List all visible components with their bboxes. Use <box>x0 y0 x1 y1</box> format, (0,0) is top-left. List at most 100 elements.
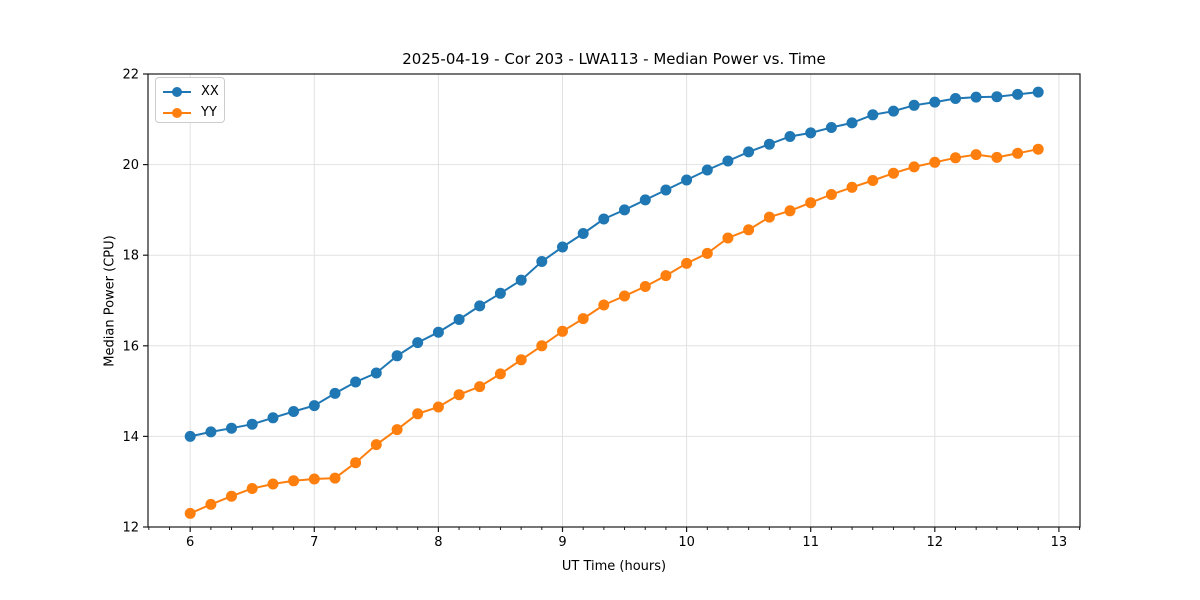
data-point-marker <box>370 367 382 379</box>
data-point-marker <box>474 300 486 312</box>
x-tick-label: 12 <box>927 535 944 550</box>
series-xx <box>184 86 1044 442</box>
data-point-marker <box>763 211 775 223</box>
data-point-marker <box>619 204 630 216</box>
data-point-marker <box>681 174 693 186</box>
chart-title: 2025-04-19 - Cor 203 - LWA113 - Median P… <box>402 50 826 68</box>
series-yy <box>184 143 1044 519</box>
data-point-marker <box>184 507 196 519</box>
data-point-marker <box>288 475 300 487</box>
data-point-marker <box>391 350 403 362</box>
y-tick-label: 18 <box>122 249 139 264</box>
data-point-marker <box>970 149 982 161</box>
data-point-marker <box>494 287 506 299</box>
data-point-marker <box>991 151 1003 163</box>
data-point-marker <box>763 138 775 150</box>
data-point-marker <box>722 155 734 167</box>
data-point-marker <box>598 299 610 311</box>
data-point-marker <box>1012 147 1024 159</box>
y-axis-label: Median Power (CPU) <box>102 235 118 367</box>
x-tick-label: 13 <box>1051 535 1068 550</box>
data-point-marker <box>867 109 879 121</box>
data-point-marker <box>1032 86 1044 98</box>
data-point-marker <box>515 274 527 286</box>
data-point-marker <box>660 270 672 282</box>
data-point-marker <box>825 122 837 133</box>
data-point-marker <box>701 247 713 259</box>
data-point-marker <box>536 256 548 267</box>
data-point-marker <box>805 127 817 139</box>
data-point-marker <box>494 368 506 380</box>
data-point-marker <box>288 406 300 417</box>
data-point-marker <box>784 131 796 142</box>
data-point-marker <box>329 387 341 399</box>
data-point-marker <box>205 426 217 438</box>
data-point-marker <box>184 430 196 442</box>
legend-label-yy: YY <box>201 104 217 120</box>
data-point-marker <box>867 175 879 186</box>
data-point-marker <box>888 105 899 117</box>
legend-item-xx: XX <box>162 81 224 102</box>
data-point-marker <box>536 340 548 352</box>
data-point-marker <box>929 156 941 168</box>
data-point-marker <box>370 439 382 451</box>
data-point-marker <box>929 96 941 108</box>
data-point-marker <box>412 337 424 349</box>
data-point-marker <box>908 161 920 173</box>
x-axis-label: UT Time (hours) <box>561 559 667 574</box>
data-point-marker <box>598 213 610 225</box>
legend-item-yy: YY <box>162 102 224 123</box>
y-tick-label: 14 <box>122 430 139 445</box>
x-tick-label: 7 <box>310 535 318 550</box>
y-tick-label: 16 <box>122 339 139 354</box>
x-tick-label: 8 <box>434 535 442 550</box>
data-point-marker <box>950 93 961 104</box>
data-point-marker <box>970 91 982 103</box>
x-tick-label: 11 <box>802 535 819 550</box>
x-tick-label: 9 <box>558 535 566 550</box>
y-tick-label: 22 <box>122 68 139 83</box>
data-point-marker <box>805 197 817 209</box>
data-point-marker <box>432 401 444 413</box>
data-point-marker <box>639 194 651 206</box>
data-point-marker <box>308 473 320 485</box>
data-point-marker <box>619 290 630 302</box>
data-point-marker <box>1032 143 1044 155</box>
data-point-marker <box>908 99 920 111</box>
data-point-marker <box>246 418 258 430</box>
data-point-marker <box>701 164 713 176</box>
data-point-marker <box>329 472 341 484</box>
y-tick-label: 12 <box>122 521 139 536</box>
legend: XX YY <box>155 77 225 123</box>
axis-ticks: 6 7 8 9 10 11 12 13 12 14 16 18 20 22 <box>122 68 1081 550</box>
data-point-marker <box>391 424 403 436</box>
legend-label-xx: XX <box>201 83 219 99</box>
data-point-marker <box>453 314 465 325</box>
data-point-marker <box>308 400 320 412</box>
data-point-marker <box>722 232 734 244</box>
data-point-marker <box>577 313 589 325</box>
data-point-marker <box>350 376 362 388</box>
y-tick-label: 20 <box>122 158 139 173</box>
data-point-marker <box>577 228 589 239</box>
x-tick-label: 10 <box>678 535 695 550</box>
data-point-marker <box>453 389 465 401</box>
data-point-marker <box>350 457 362 469</box>
data-point-marker <box>950 152 961 164</box>
data-point-marker <box>784 205 796 217</box>
data-point-marker <box>743 146 755 158</box>
data-point-marker <box>412 408 424 420</box>
series-line-yy <box>189 148 1039 515</box>
data-point-marker <box>639 281 651 292</box>
data-point-marker <box>515 354 527 366</box>
plot-border <box>147 73 1081 528</box>
data-point-marker <box>267 478 279 490</box>
data-point-marker <box>557 241 568 253</box>
data-point-marker <box>246 483 258 494</box>
data-point-marker <box>888 167 899 179</box>
data-point-marker <box>226 490 237 502</box>
data-point-marker <box>660 184 672 196</box>
data-point-marker <box>267 412 279 424</box>
